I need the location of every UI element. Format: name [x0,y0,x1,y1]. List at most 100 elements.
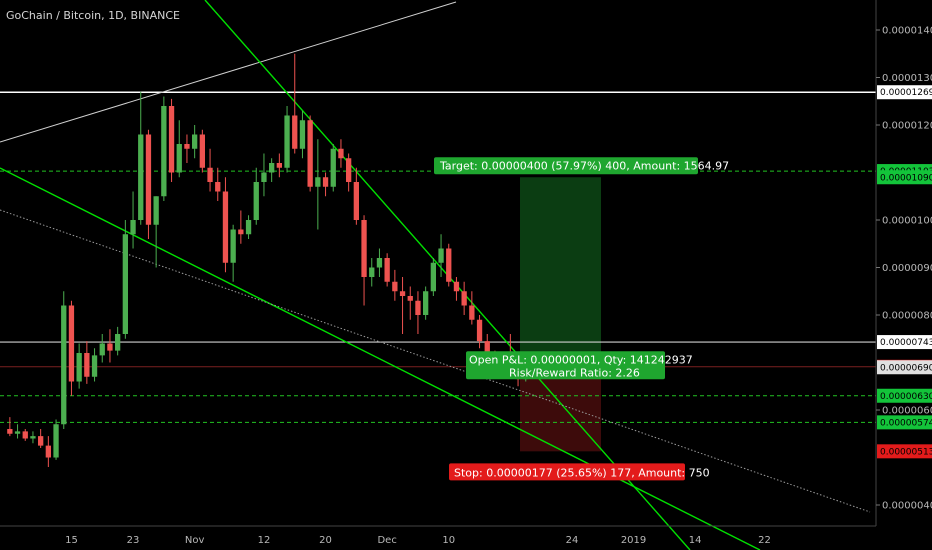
stop-label-bg [449,463,685,481]
candle [453,277,460,301]
price-badge-label: 0.00000690 [880,363,932,373]
candle [7,417,13,437]
time-tick-label: 22 [758,535,771,546]
candle [145,129,152,239]
candle-body [122,234,128,334]
candle [245,215,252,239]
candle-body [30,436,36,439]
candle [338,139,344,168]
candle-body [330,148,336,187]
candle [53,419,59,460]
candle-body [145,134,152,225]
time-tick-label: 15 [65,535,78,546]
candle-body [307,120,313,187]
candle-body [322,177,329,187]
target-zone [520,177,601,368]
price-badge-label: 0.00001269 [880,88,932,98]
candle-body [222,191,229,263]
candle [369,258,375,287]
candle [161,96,167,201]
candle [315,139,321,230]
price-badge-label: 0.00000630 [880,392,932,402]
candle-body [261,172,267,182]
price-tick-label: 0.00000400 [882,501,932,512]
candle-body [376,258,383,268]
candle-body [361,220,367,277]
target-label: Target: 0.00000400 (57.97%) 400, Amount:… [439,159,729,172]
candle [138,91,144,225]
dotted-channel-midline [0,209,871,513]
candle [176,120,182,178]
time-tick-label: 14 [689,535,702,546]
candle-body [115,334,121,351]
position-zones [520,177,601,452]
candle-body [38,436,44,446]
candle-body [99,343,105,356]
candle [261,153,267,197]
candle [284,106,290,173]
position-labels: Target: 0.00000400 (57.97%) 400, Amount:… [434,157,729,481]
candle-body [276,163,282,168]
candle [122,220,128,339]
candle [199,129,205,173]
candle [91,348,98,382]
candle [361,215,367,306]
position-label-bg [466,351,665,380]
upper-channel-line [0,1,457,143]
time-tick-label: 12 [258,535,271,546]
price-badge-bg [877,170,932,185]
price-badge-label: 0.00001090 [880,173,932,183]
candle [322,172,329,197]
candle-body [68,305,75,382]
candle [130,191,136,249]
candle [438,234,444,277]
position-label-line2: Risk/Reward Ratio: 2.26 [509,366,640,379]
candle [269,158,275,182]
candle-body [207,167,213,182]
candle [238,210,244,244]
candle [14,424,21,439]
candle [292,53,298,154]
candle [99,334,105,363]
candle-body [461,291,467,306]
candle [461,281,467,315]
candle-body [369,267,375,277]
candle-body [315,177,321,187]
stop-label: Stop: 0.00000177 (25.65%) 177, Amount: 7… [454,466,710,479]
candle-body [484,341,490,358]
candle [399,277,406,334]
candle [330,144,336,192]
price-tick-label: 0.00000800 [882,311,932,322]
candle-body [7,429,13,434]
candle [215,167,221,201]
candle-body [269,163,275,173]
candle-body [253,182,259,220]
candle [22,429,28,441]
candle-body [61,305,67,425]
candle-body [299,120,306,149]
candle [476,315,483,349]
stop-zone [520,367,601,452]
candle-body [168,106,175,173]
price-badge-bg [877,360,932,375]
candle-body [284,115,290,168]
target-label-bg [434,157,698,175]
price-tick-label: 0.00001300 [882,73,932,84]
candle [61,291,67,429]
candle-body [184,144,190,149]
price-tick-label: 0.00001400 [882,26,932,37]
candle-body [215,182,221,192]
candle-body [384,258,390,282]
candle-body [476,319,483,342]
candle-body [245,220,252,235]
candle [384,253,390,287]
candle-body [22,431,28,439]
candle-body [292,115,298,149]
candle-body [469,305,475,320]
price-badge-bg [877,335,932,350]
candle-body [338,148,344,159]
candle [76,343,82,389]
candle-body [91,355,98,377]
